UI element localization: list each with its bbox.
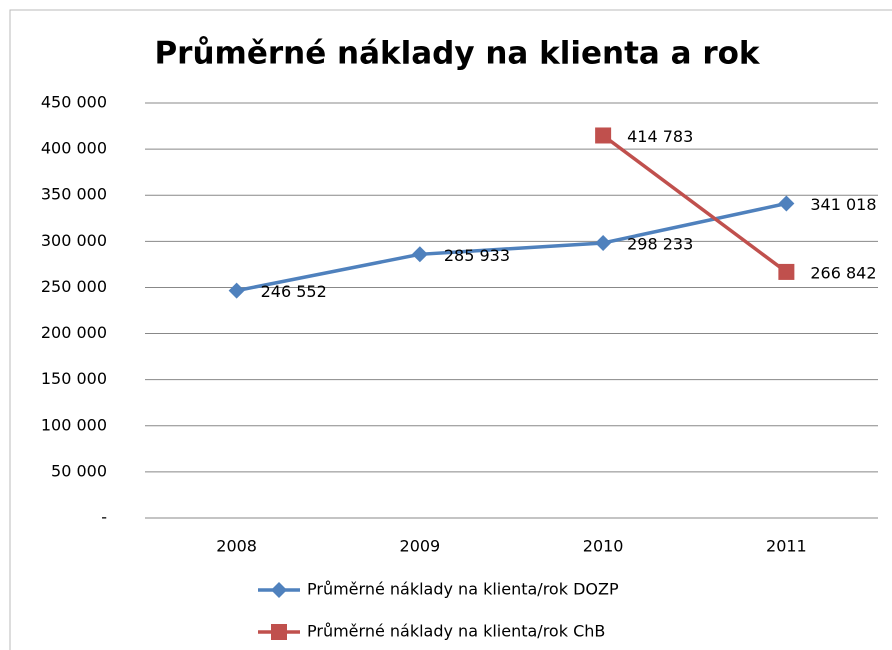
y-tick-label: 150 000 (41, 369, 107, 388)
data-point (778, 263, 795, 280)
legend-label: Průměrné náklady na klienta/rok DOZP (307, 580, 619, 599)
series-line (236, 201, 787, 293)
data-point (228, 282, 245, 299)
y-tick-label: 200 000 (41, 323, 107, 342)
y-tick-label: 350 000 (41, 185, 107, 204)
data-label: 341 018 (810, 195, 876, 214)
x-tick-label: 2010 (583, 537, 624, 556)
y-tick-label: - (101, 508, 107, 527)
data-label: 285 933 (444, 246, 510, 265)
data-point (778, 195, 795, 212)
y-tick-label: 450 000 (41, 93, 107, 112)
legend-marker (271, 624, 287, 640)
legend-marker (271, 582, 287, 598)
y-tick-label: 400 000 (41, 139, 107, 158)
x-tick-label: 2008 (216, 537, 257, 556)
y-tick-label: 300 000 (41, 231, 107, 250)
data-point (595, 127, 612, 144)
y-tick-label: 250 000 (41, 277, 107, 296)
data-label: 414 783 (627, 127, 693, 146)
data-point (411, 246, 428, 263)
y-tick-label: 50 000 (51, 461, 107, 480)
data-label: 266 842 (810, 263, 876, 282)
legend-label: Průměrné náklady na klienta/rok ChB (307, 622, 605, 641)
data-point (595, 234, 612, 251)
series-line (602, 134, 788, 274)
y-tick-label: 100 000 (41, 415, 107, 434)
chart-frame (9, 9, 892, 650)
chart-title: Průměrné náklady na klienta a rok (154, 36, 760, 72)
x-tick-label: 2011 (766, 537, 807, 556)
x-tick-label: 2009 (400, 537, 441, 556)
data-label: 246 552 (261, 282, 327, 301)
data-label: 298 233 (627, 234, 693, 253)
